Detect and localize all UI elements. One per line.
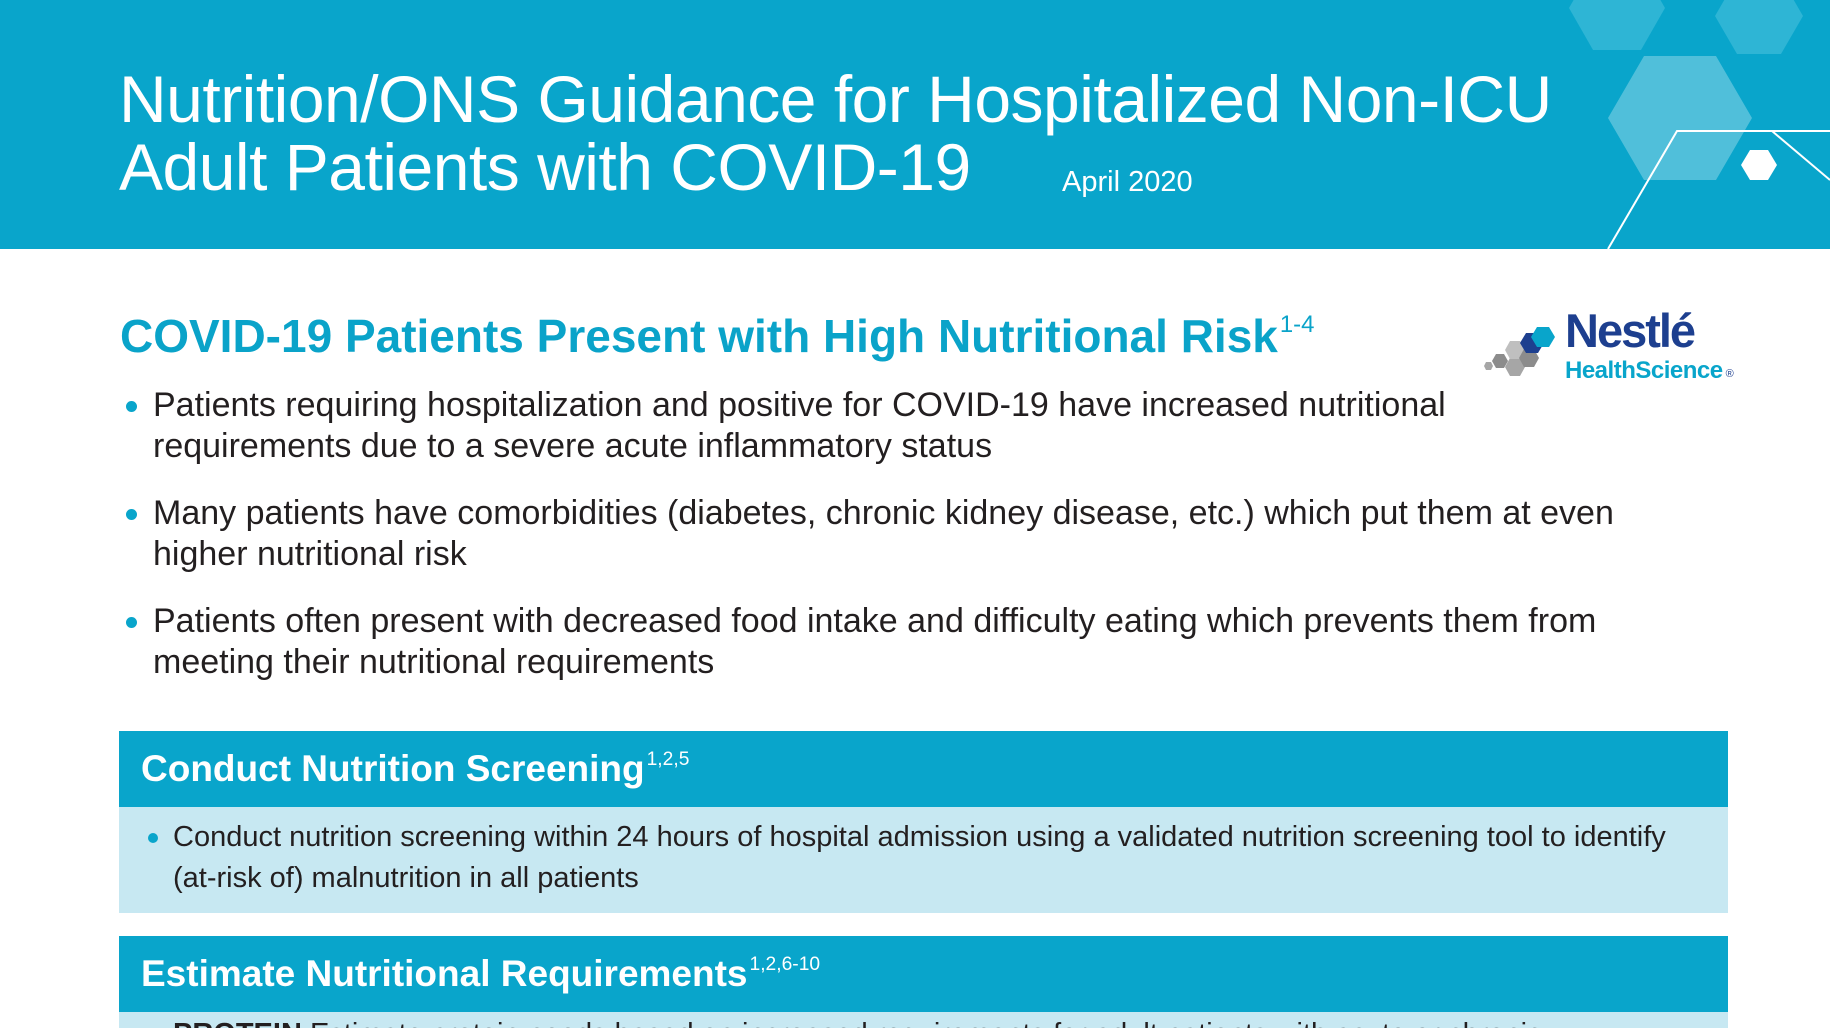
list-item: Patients requiring hospitalization and p… [120,385,1620,467]
title-line-1: Nutrition/ONS Guidance for Hospitalized … [119,62,1552,136]
document-title: Nutrition/ONS Guidance for Hospitalized … [119,65,1552,201]
bullet-icon [126,509,137,520]
screening-section: Conduct Nutrition Screening 1,2,5 Conduct… [119,731,1728,913]
heading-reference: 1-4 [1279,310,1315,338]
bullet-icon [148,833,158,843]
list-item: Patients often present with decreased fo… [120,601,1620,683]
bullet-text: Conduct nutrition screening within 24 ho… [173,821,1666,894]
requirements-section-title: Estimate Nutritional Requirements [141,953,748,994]
header-band: Nutrition/ONS Guidance for Hospitalized … [0,0,1830,249]
nestle-health-science-logo: Nestlé HealthScience ® [1480,306,1740,386]
risk-bullet-list: Patients requiring hospitalization and p… [120,385,1620,709]
title-line-2: Adult Patients with COVID-19 [119,130,971,204]
bullet-icon [126,617,137,628]
bullet-text: PROTEIN Estimate protein needs based on … [173,1016,1542,1028]
bullet-icon [126,401,137,412]
nutritional-risk-heading: COVID-19 Patients Present with High Nutr… [120,306,1314,366]
screening-section-body: Conduct nutrition screening within 24 ho… [119,807,1728,913]
logo-subbrand: HealthScience ® [1565,357,1734,387]
list-item: Many patients have comorbidities (diabet… [120,493,1620,575]
logo-subbrand-text: HealthScience [1565,357,1723,384]
hexagon-decoration [1569,0,1830,249]
protein-text: Estimate protein needs based on increase… [310,1018,1542,1028]
section-reference: 1,2,5 [646,748,690,770]
logo-hexagon-mark [1484,327,1555,376]
publication-date: April 2020 [1062,166,1193,198]
bullet-text: Patients requiring hospitalization and p… [153,386,1446,465]
protein-label: PROTEIN [173,1018,302,1028]
screening-section-title: Conduct Nutrition Screening [141,748,645,789]
bullet-text: Patients often present with decreased fo… [153,602,1597,681]
section-reference: 1,2,6-10 [749,953,821,975]
nutritional-risk-heading-text: COVID-19 Patients Present with High Nutr… [120,310,1278,362]
bullet-text: Many patients have comorbidities (diabet… [153,494,1614,573]
registered-mark: ® [1725,368,1734,380]
logo-brand-name: Nestlé [1565,304,1696,357]
requirements-section-header: Estimate Nutritional Requirements 1,2,6-1… [119,936,1728,1012]
requirements-section-body: PROTEIN Estimate protein needs based on … [119,1012,1728,1028]
screening-section-header: Conduct Nutrition Screening 1,2,5 [119,731,1728,807]
requirements-section: Estimate Nutritional Requirements 1,2,6-1… [119,936,1728,1028]
